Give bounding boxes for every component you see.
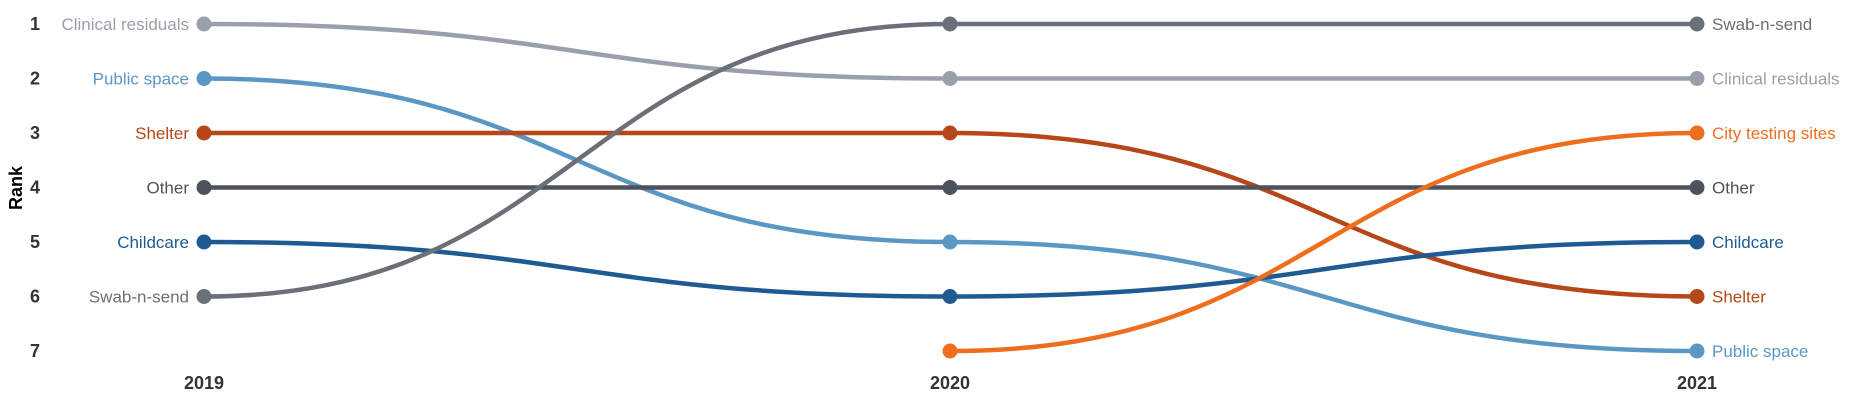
rank-tick-label: 5 <box>30 232 40 252</box>
series-label-right-city-testing-sites: City testing sites <box>1712 124 1836 143</box>
point-shelter-2019 <box>196 125 212 141</box>
point-clinical-residuals-2021 <box>1689 71 1705 86</box>
series-label-right-swab-n-send: Swab-n-send <box>1712 15 1812 34</box>
series-line-clinical-residuals <box>201 21 1700 81</box>
series-label-left-other: Other <box>146 179 189 198</box>
point-public-space-2021 <box>1689 343 1705 359</box>
series-label-right-clinical-residuals: Clinical residuals <box>1712 70 1840 89</box>
point-other-2021 <box>1689 180 1705 195</box>
year-tick-label: 2019 <box>184 373 224 393</box>
point-city-testing-sites-2021 <box>1689 125 1705 141</box>
point-clinical-residuals-2020 <box>942 71 958 86</box>
point-swab-n-send-2021 <box>1689 16 1705 32</box>
rank-tick-label: 7 <box>30 341 40 361</box>
series-label-right-shelter: Shelter <box>1712 288 1766 307</box>
series-label-left-clinical-residuals: Clinical residuals <box>61 15 189 34</box>
series-label-right-childcare: Childcare <box>1712 233 1784 252</box>
point-city-testing-sites-2020 <box>942 343 958 359</box>
point-childcare-2020 <box>942 289 958 304</box>
rank-tick-label: 3 <box>30 123 40 143</box>
year-tick-label: 2020 <box>930 373 970 393</box>
series-line-swab-n-send <box>201 21 1700 299</box>
point-childcare-2019 <box>196 234 212 250</box>
point-shelter-2020 <box>942 125 958 141</box>
rank-tick-label: 6 <box>30 287 40 307</box>
series-label-left-public-space: Public space <box>93 70 189 89</box>
rank-tick-label: 4 <box>30 178 40 198</box>
point-swab-n-send-2020 <box>942 16 958 32</box>
series-line-shelter <box>201 130 1700 299</box>
year-tick-labels: 2019 2020 2021 <box>184 373 1717 393</box>
year-tick-label: 2021 <box>1677 373 1717 393</box>
series-label-left-shelter: Shelter <box>135 124 189 143</box>
point-public-space-2020 <box>942 234 958 250</box>
point-shelter-2021 <box>1689 289 1705 304</box>
series-label-left-swab-n-send: Swab-n-send <box>89 288 189 307</box>
rank-tick-label: 1 <box>30 14 40 34</box>
series-line-city-testing-sites <box>947 130 1700 354</box>
series-labels: Clinical residuals Clinical residuals Publ… <box>61 15 1839 361</box>
rank-tick-labels: 1 2 3 4 5 6 7 <box>30 14 40 361</box>
series-points <box>196 16 1705 359</box>
series-label-right-other: Other <box>1712 179 1755 198</box>
point-other-2020 <box>942 180 958 195</box>
y-axis-title: Rank <box>6 165 26 210</box>
point-clinical-residuals-2019 <box>196 16 212 32</box>
point-other-2019 <box>196 180 212 195</box>
point-public-space-2019 <box>196 71 212 86</box>
point-swab-n-send-2019 <box>196 289 212 304</box>
rank-tick-label: 2 <box>30 69 40 89</box>
point-childcare-2021 <box>1689 234 1705 250</box>
series-line-public-space <box>201 76 1700 354</box>
series-label-left-childcare: Childcare <box>117 233 189 252</box>
series-label-right-public-space: Public space <box>1712 342 1808 361</box>
